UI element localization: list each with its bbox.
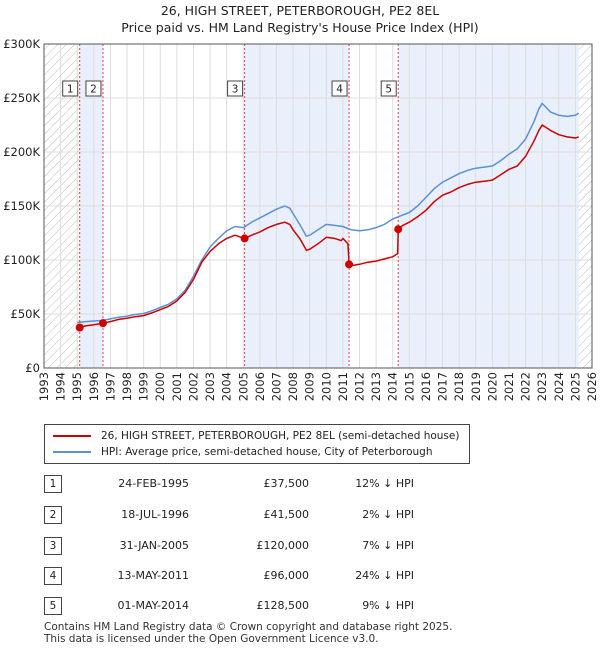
x-tick-label: 2008: [286, 372, 300, 401]
x-tick-label: 2023: [535, 372, 549, 401]
x-tick-label: 1999: [137, 372, 151, 401]
sale-marker-label: 2: [90, 84, 97, 96]
chart-subtitle: Price paid vs. HM Land Registry's House …: [121, 20, 479, 35]
series-line-property: [79, 124, 579, 329]
sale-marker-box: [380, 80, 397, 97]
transaction-date: 31-JAN-2005: [119, 539, 189, 552]
transaction-number: 5: [44, 597, 62, 615]
transaction-hpi-diff: 2% ↓ HPI: [362, 508, 414, 521]
x-tick-label: 1998: [120, 372, 134, 401]
x-tick-label: 2022: [519, 372, 533, 401]
x-tick-label: 2005: [236, 372, 250, 401]
x-tick-label: 2003: [203, 372, 217, 401]
transaction-date: 24-FEB-1995: [118, 477, 189, 490]
footer-attribution: Contains HM Land Registry data © Crown c…: [44, 621, 452, 645]
transaction-number: 4: [44, 567, 62, 585]
legend-label-property: 26, HIGH STREET, PETERBOROUGH, PE2 8EL (…: [101, 430, 460, 442]
x-tick-label: 2016: [419, 372, 433, 401]
footer-license: This data is licensed under the Open Gov…: [44, 633, 379, 645]
sale-marker-box: [85, 80, 102, 97]
y-tick-label: £0: [25, 361, 40, 375]
transaction-price: £120,000: [256, 539, 310, 552]
x-tick-label: 2024: [552, 372, 566, 401]
transaction-number: 3: [44, 537, 62, 555]
transaction-date: 13-MAY-2011: [117, 569, 189, 582]
transaction-hpi-diff: 9% ↓ HPI: [362, 599, 414, 612]
chart-title: 26, HIGH STREET, PETERBOROUGH, PE2 8EL: [160, 3, 440, 18]
sale-marker-box: [62, 80, 79, 97]
x-tick-label: 1997: [103, 372, 117, 401]
x-tick-label: 2010: [319, 372, 333, 401]
x-tick-label: 1996: [87, 372, 101, 401]
transaction-date: 18-JUL-1996: [121, 508, 189, 521]
x-tick-label: 2013: [369, 372, 383, 401]
x-tick-label: 2025: [568, 372, 582, 401]
legend-swatch-hpi: [53, 451, 91, 453]
y-tick-label: £50K: [11, 307, 41, 321]
x-tick-label: 2000: [153, 372, 167, 401]
sale-point: [98, 319, 107, 328]
x-tick-label: 2019: [469, 372, 483, 401]
x-tick-label: 2006: [253, 372, 267, 401]
x-tick-label: 1994: [54, 372, 68, 401]
x-tick-label: 1993: [37, 372, 51, 401]
y-tick-label: £300K: [3, 37, 40, 51]
transaction-price: £41,500: [263, 508, 310, 521]
x-tick-label: 2017: [436, 372, 450, 401]
sale-point: [394, 225, 403, 234]
transaction-hpi-diff: 12% ↓ HPI: [355, 477, 414, 490]
legend-swatch-property: [53, 435, 91, 437]
x-tick-label: 2021: [502, 372, 516, 401]
x-tick-label: 2001: [170, 372, 184, 401]
x-tick-label: 2014: [386, 372, 400, 401]
sale-point: [240, 234, 249, 243]
x-tick-label: 2012: [353, 372, 367, 401]
x-tick-label: 2020: [485, 372, 499, 401]
sale-marker-box: [331, 80, 348, 97]
x-tick-label: 1995: [70, 372, 84, 401]
x-tick-label: 2026: [585, 372, 599, 401]
x-tick-label: 2018: [452, 372, 466, 401]
transaction-price: £128,500: [256, 599, 310, 612]
y-tick-label: £100K: [3, 253, 40, 267]
sale-marker-label: 4: [336, 84, 343, 96]
sale-marker-label: 1: [67, 84, 74, 96]
x-tick-label: 2011: [336, 372, 350, 401]
transaction-hpi-diff: 7% ↓ HPI: [362, 539, 414, 552]
footer-copyright: Contains HM Land Registry data © Crown c…: [44, 621, 453, 633]
transaction-price: £37,500: [263, 477, 310, 490]
x-tick-label: 2007: [269, 372, 283, 401]
x-tick-label: 2015: [402, 372, 416, 401]
x-tick-label: 2009: [303, 372, 317, 401]
x-tick-label: 2002: [186, 372, 200, 401]
plot-frame: [43, 43, 593, 369]
x-tick-label: 2004: [220, 372, 234, 401]
sale-marker-label: 3: [232, 84, 239, 96]
series-line-hpi: [77, 102, 580, 324]
y-tick-label: £250K: [3, 91, 40, 105]
sale-marker-box: [227, 80, 244, 97]
y-tick-label: £200K: [3, 145, 40, 159]
sale-point: [75, 323, 84, 332]
chart-legend: 26, HIGH STREET, PETERBOROUGH, PE2 8EL (…: [44, 424, 470, 464]
transaction-hpi-diff: 24% ↓ HPI: [355, 569, 414, 582]
y-tick-label: £150K: [3, 199, 40, 213]
legend-label-hpi: HPI: Average price, semi-detached house,…: [101, 446, 433, 458]
transaction-number: 1: [44, 475, 62, 493]
transaction-date: 01-MAY-2014: [117, 599, 189, 612]
sale-point: [345, 260, 354, 269]
transaction-number: 2: [44, 506, 62, 524]
transaction-price: £96,000: [263, 569, 310, 582]
sale-marker-label: 5: [385, 84, 392, 96]
